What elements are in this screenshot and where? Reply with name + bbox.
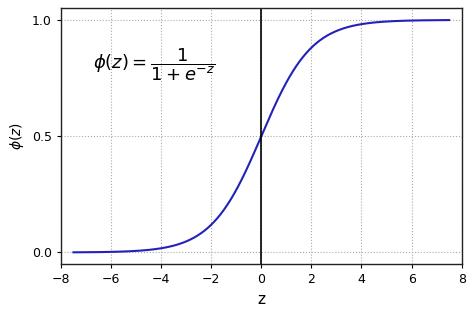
X-axis label: z: z	[257, 292, 265, 307]
Y-axis label: $\phi(z)$: $\phi(z)$	[9, 122, 27, 150]
Text: $\phi(z) = \dfrac{1}{1+e^{-z}}$: $\phi(z) = \dfrac{1}{1+e^{-z}}$	[93, 46, 216, 83]
